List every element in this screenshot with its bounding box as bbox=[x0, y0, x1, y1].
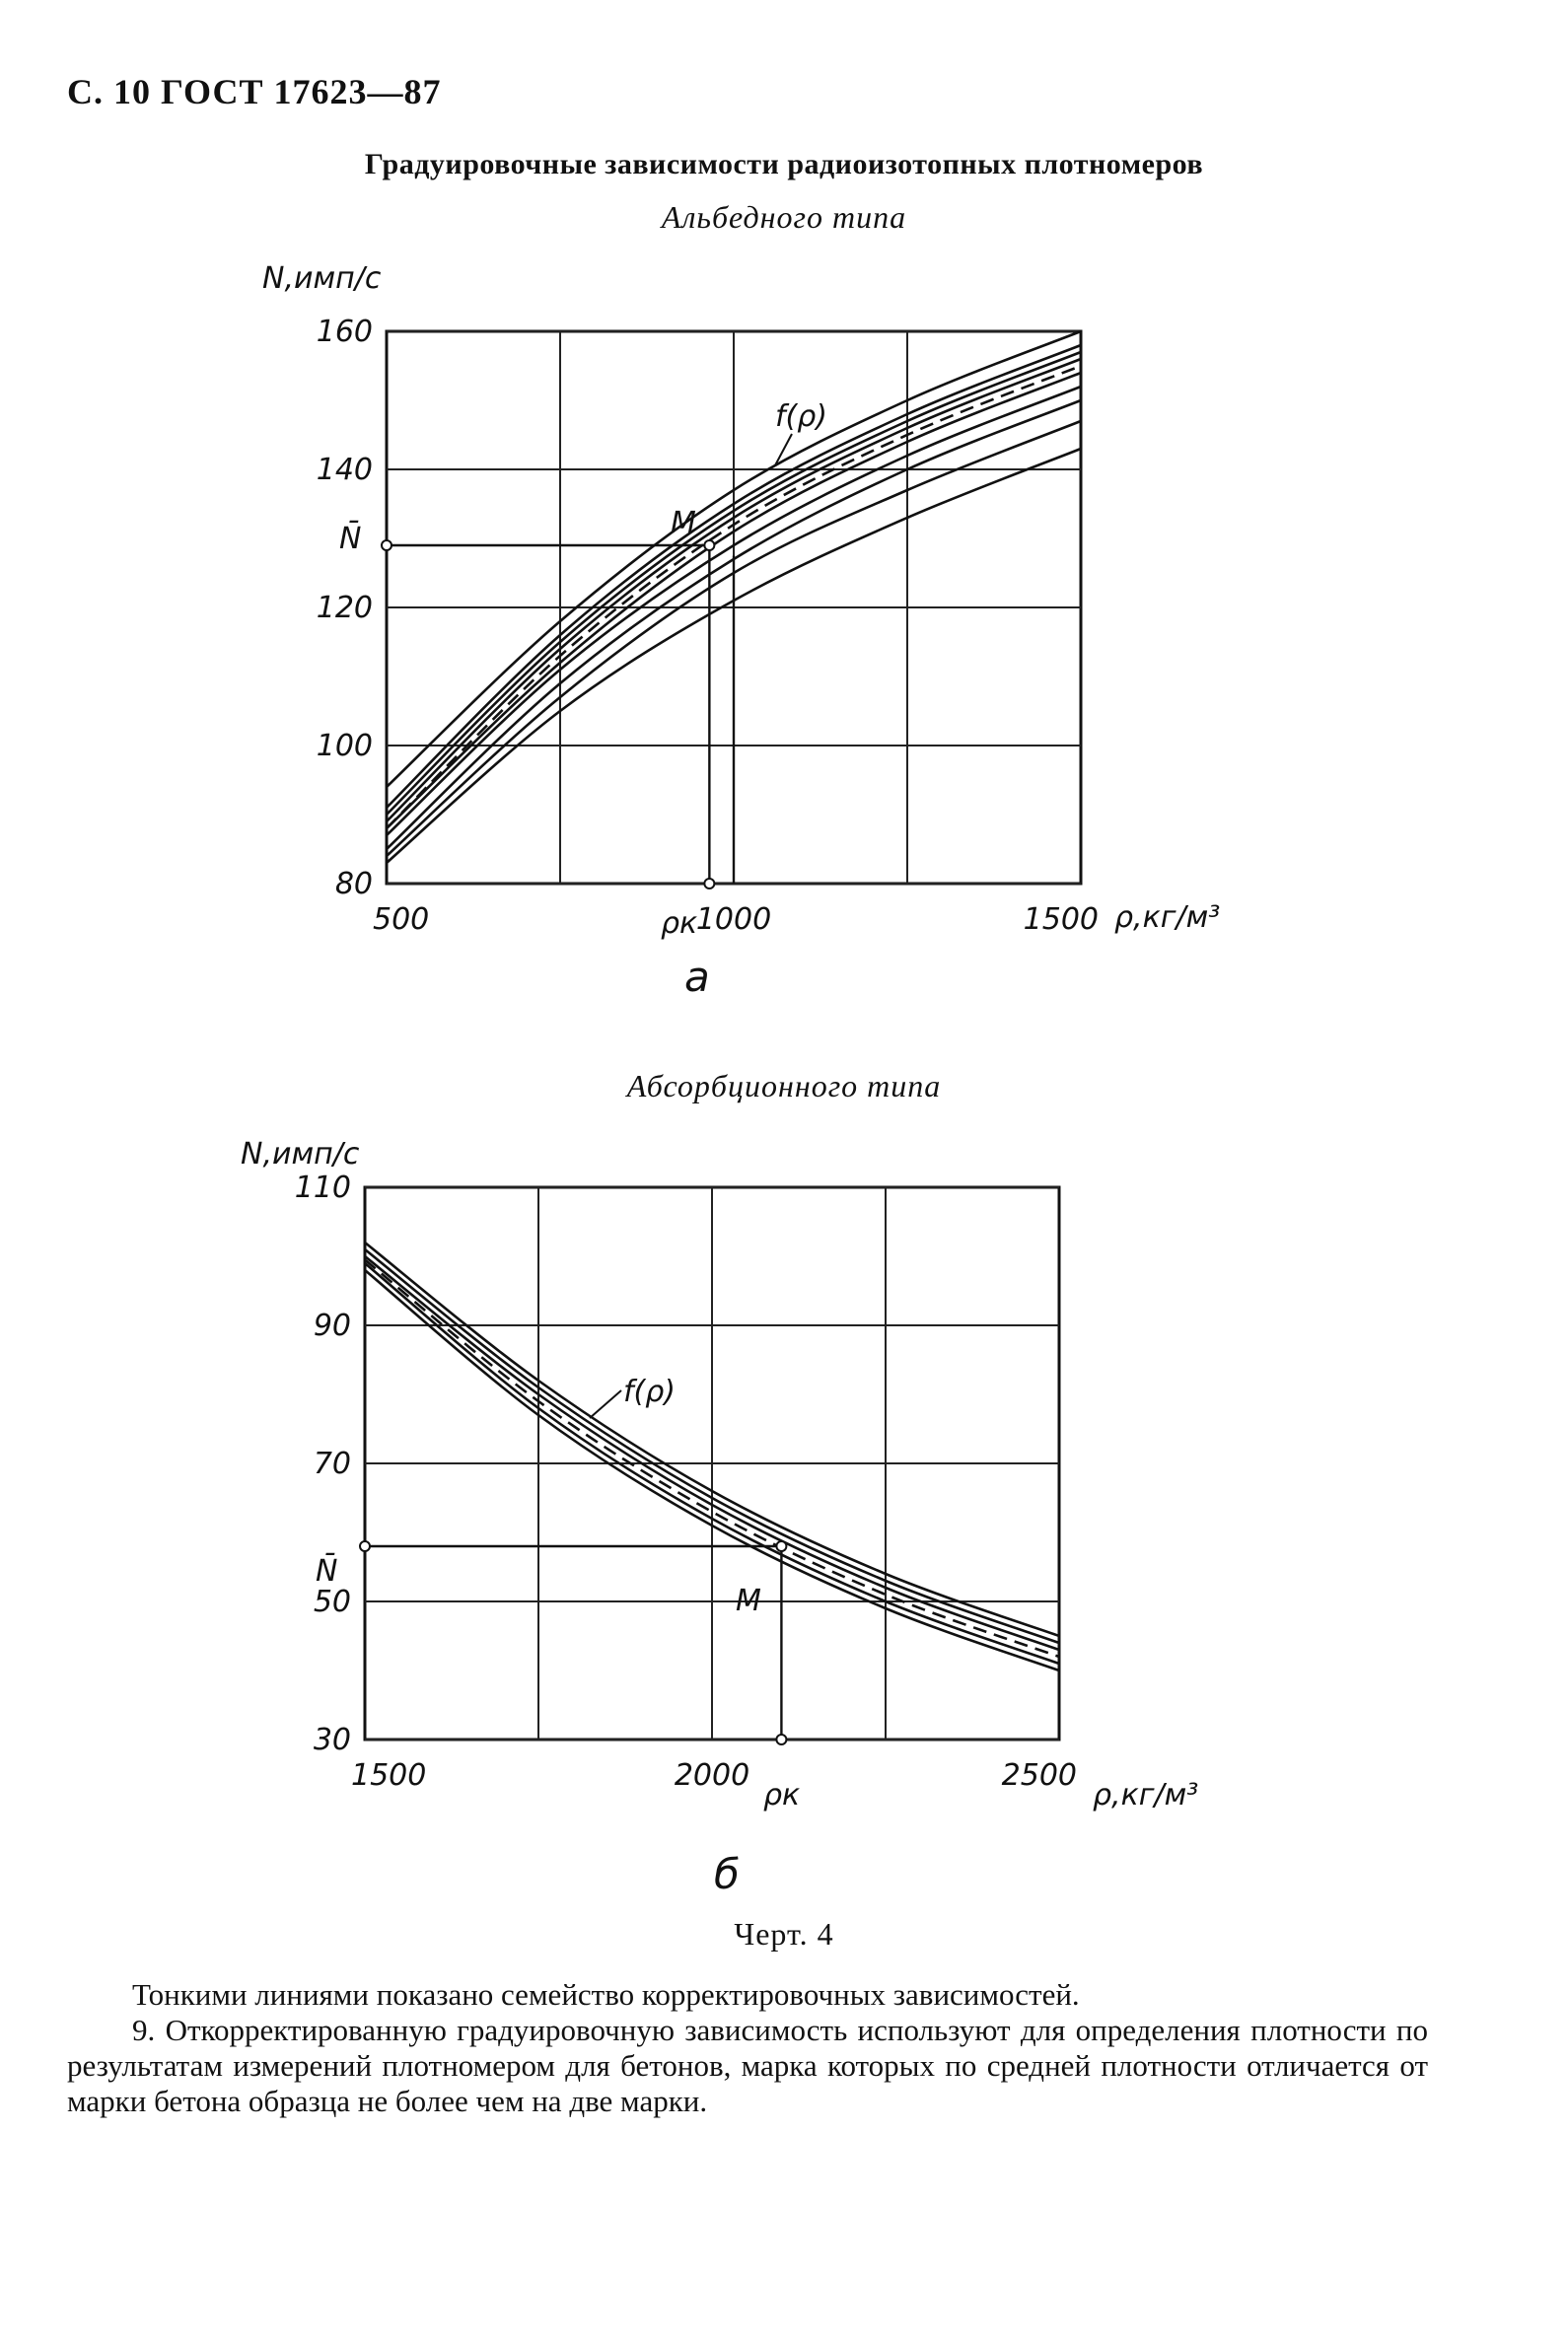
b-y-tick-label: 90 bbox=[314, 1309, 351, 1343]
chart-a-ylabel: N,имп/с bbox=[262, 261, 382, 296]
figure-title: Градуировочные зависимости радиоизотопны… bbox=[364, 148, 1204, 180]
b-nbar-marker bbox=[359, 1540, 371, 1552]
chart-a-xlabel: ρ,кг/м³ bbox=[1114, 900, 1220, 935]
a-series-line-4 bbox=[386, 357, 1082, 822]
b-x-tick-label: 2000 bbox=[675, 1758, 749, 1793]
chart-b-tick-labels: 30 50 70 90 110 1500 2000 2500 bbox=[295, 1171, 1077, 1793]
b-x-tick-label: 2500 bbox=[1002, 1758, 1077, 1793]
chart-b-point-label: M bbox=[736, 1584, 761, 1618]
a-nbar-marker bbox=[381, 539, 392, 551]
b-y-tick-label: 70 bbox=[314, 1447, 351, 1481]
a-y-tick-label: 160 bbox=[317, 315, 373, 349]
chart-a-nbar-label: N̄ bbox=[339, 521, 361, 556]
b-series-line-3 bbox=[364, 1254, 1060, 1652]
chart-a-curves bbox=[386, 329, 1082, 864]
chart-b-subtitle: Абсорбционного типа bbox=[626, 1068, 942, 1103]
b-curve-label-leader bbox=[589, 1389, 622, 1419]
a-series-line-9 bbox=[386, 419, 1082, 857]
chart-a-panel-letter: а bbox=[684, 953, 710, 1001]
chart-b-curve-label: f(ρ) bbox=[623, 1375, 676, 1409]
chart-a-rho-k-label: ρк bbox=[661, 906, 697, 941]
chart-a-annotations bbox=[381, 433, 793, 889]
a-x-tick-label: 1000 bbox=[696, 902, 771, 937]
chart-b-nbar-label: N̄ bbox=[316, 1553, 337, 1589]
a-y-tick-label: 100 bbox=[317, 729, 373, 763]
chart-a-tick-labels: 80 100 120 140 160 500 1000 1500 bbox=[317, 315, 1099, 937]
b-point-m-marker bbox=[775, 1540, 788, 1552]
b-y-tick-label: 30 bbox=[314, 1723, 351, 1757]
a-y-tick-label: 80 bbox=[335, 867, 373, 901]
chart-b-panel-letter: б bbox=[714, 1850, 740, 1898]
a-x-tick-label: 500 bbox=[373, 902, 429, 937]
a-series-line-10 bbox=[386, 447, 1082, 864]
a-series-line-3 bbox=[386, 350, 1082, 816]
chart-b-xlabel: ρ,кг/м³ bbox=[1093, 1778, 1198, 1812]
chart-b-rho-k-label: ρк bbox=[763, 1778, 800, 1812]
chart-b-curves bbox=[364, 1241, 1060, 1672]
a-rho-k-marker bbox=[703, 878, 716, 889]
b-y-tick-label: 110 bbox=[295, 1171, 351, 1205]
b-rho-k-marker bbox=[775, 1734, 788, 1745]
a-series-line-1 bbox=[386, 329, 1082, 788]
a-series-line-2 bbox=[386, 343, 1082, 809]
b-y-tick-label: 50 bbox=[314, 1585, 351, 1619]
paragraph-note: Тонкими линиями показано семейство корре… bbox=[132, 1977, 1080, 2012]
a-point-m-marker bbox=[703, 539, 716, 551]
a-x-tick-label: 1500 bbox=[1024, 902, 1099, 937]
chart-a-curve-label: f(ρ) bbox=[775, 399, 827, 434]
chart-a-point-label: M bbox=[671, 506, 696, 540]
a-series-line-7 bbox=[386, 385, 1082, 836]
figure-caption: Черт. 4 bbox=[734, 1916, 834, 1952]
b-x-tick-label: 1500 bbox=[351, 1758, 426, 1793]
chart-a-subtitle: Альбедного типа bbox=[661, 199, 907, 235]
body-text: Тонкими линиями показано семейство корре… bbox=[67, 1977, 1428, 2119]
a-y-tick-label: 140 bbox=[317, 453, 373, 487]
a-curve-label-leader bbox=[774, 433, 793, 466]
a-series-line-5 bbox=[386, 364, 1082, 829]
page-header: С. 10 ГОСТ 17623—87 bbox=[67, 72, 442, 111]
b-series-line-5 bbox=[364, 1262, 1060, 1666]
chart-b-ylabel: N,имп/с bbox=[241, 1137, 360, 1172]
chart-a: 80 100 120 140 160 500 1000 1500 N,имп/с ρ,кг/м… bbox=[262, 261, 1220, 1001]
a-series-line-6 bbox=[386, 371, 1082, 829]
b-series-line-6 bbox=[364, 1269, 1060, 1672]
a-y-tick-label: 120 bbox=[317, 591, 373, 625]
b-series-line-2 bbox=[364, 1247, 1060, 1645]
b-series-line-1 bbox=[364, 1241, 1060, 1638]
chart-b-annotations bbox=[359, 1389, 788, 1745]
chart-b-grid bbox=[363, 1185, 1061, 1741]
paragraph-item-9: 9. Откорректированную градуировочную зав… bbox=[67, 2013, 1428, 2118]
b-series-line-4 bbox=[364, 1258, 1060, 1659]
